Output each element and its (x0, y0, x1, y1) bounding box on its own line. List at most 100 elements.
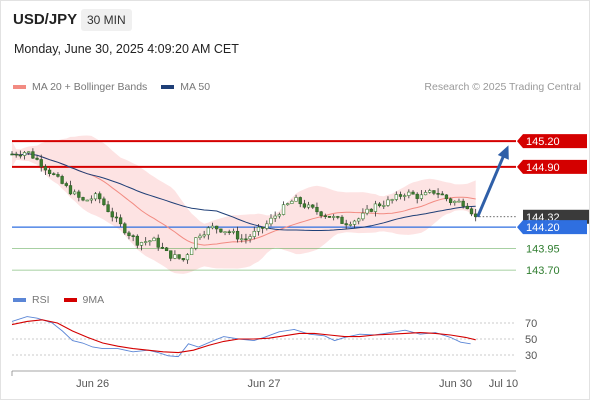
candle-body (340, 216, 344, 224)
candle-body (323, 215, 327, 218)
candle-body (144, 241, 148, 243)
candle-body (394, 194, 398, 200)
candle-body (131, 235, 135, 237)
candle-body (469, 208, 474, 215)
candle-body (22, 152, 27, 156)
candle-body (373, 203, 378, 212)
legend-9ma: 9MA (63, 294, 104, 306)
timeframe-badge[interactable]: 30 MIN (81, 9, 132, 31)
level-label-145-20-tag (517, 134, 587, 149)
candle-body (206, 227, 210, 236)
candle-body (386, 199, 390, 206)
legend-label-ma20: MA 20 + Bollinger Bands (32, 81, 148, 93)
x-tick-Jun-26: Jun 26 (76, 378, 109, 390)
candle-body (135, 235, 139, 246)
candle-body (256, 226, 261, 232)
candle-body (403, 195, 407, 197)
candle-body (260, 226, 265, 229)
candle-body (98, 193, 102, 200)
candle-body (18, 154, 23, 157)
candle-body (244, 238, 248, 241)
projection-arrow-shaft (476, 150, 507, 218)
legend-swatch-9ma (63, 298, 77, 302)
candle-body (319, 211, 323, 217)
candle-body (52, 173, 56, 175)
level-label-145-20: 145.20 (526, 136, 560, 148)
candle-body (357, 218, 361, 222)
candle-body (198, 235, 202, 238)
candle-body (436, 193, 440, 195)
candle-body (444, 194, 449, 200)
candle-body (240, 238, 244, 241)
candle-body (390, 199, 394, 201)
candle-body (68, 185, 73, 195)
candle-body (152, 237, 156, 242)
x-tick-Jun-30: Jun 30 (439, 378, 472, 390)
candle-body (14, 153, 18, 156)
candle-body (336, 216, 340, 218)
candle-body (411, 191, 415, 195)
legend-swatch-rsi (13, 298, 26, 302)
candle-body (277, 214, 281, 217)
candle-body (202, 234, 206, 237)
legend-label-rsi: RSI (32, 294, 50, 306)
candle-body (127, 232, 131, 236)
candle-body (315, 206, 319, 213)
candle-body (148, 240, 152, 243)
candle-body (281, 204, 286, 215)
candle-body (298, 197, 302, 205)
candle-body (210, 225, 215, 229)
candle-body (177, 254, 181, 259)
rsi-legend: RSI 9MA (13, 294, 118, 306)
rsi-tick-30: 30 (525, 350, 537, 362)
candle-body (248, 236, 252, 240)
candle-body (215, 225, 219, 230)
candle-body (219, 228, 223, 233)
candle-body (327, 215, 332, 218)
candles-group (10, 148, 478, 264)
level-label-143-95: 143.95 (526, 244, 560, 256)
candle-body (306, 204, 311, 208)
symbol-title: USD/JPY (13, 11, 78, 28)
candle-body (47, 169, 52, 174)
x-tick-Jun-27: Jun 27 (247, 378, 280, 390)
candle-body (432, 190, 436, 194)
candle-body (139, 242, 144, 246)
candle-body (286, 203, 290, 206)
candle-body (110, 211, 114, 218)
rsi-tick-70: 70 (525, 318, 537, 330)
candle-body (235, 230, 240, 240)
legend-swatch-ma50 (161, 85, 175, 89)
candle-body (457, 200, 461, 203)
legend-swatch-ma20 (13, 85, 26, 89)
candle-body (160, 246, 165, 249)
candle-body (39, 159, 43, 167)
candle-body (164, 247, 169, 252)
price-legend: MA 20 + Bollinger Bands MA 50 (13, 81, 224, 93)
candle-body (189, 247, 194, 255)
legend-ma50: MA 50 (161, 81, 210, 93)
rsi-tick-50: 50 (525, 334, 537, 346)
candle-body (290, 200, 294, 204)
candle-body (365, 208, 369, 214)
candle-body (35, 157, 39, 160)
candle-body (453, 201, 457, 203)
candle-body (344, 223, 348, 226)
candle-body (311, 204, 315, 208)
candle-body (85, 199, 89, 202)
candle-body (181, 258, 185, 261)
candle-body (231, 230, 236, 233)
candle-body (348, 224, 353, 226)
candle-body (428, 190, 432, 193)
level-label-144-20-tag (517, 220, 587, 235)
candle-body (89, 198, 94, 201)
candle-body (173, 254, 177, 259)
level-label-143-70: 143.70 (526, 265, 560, 277)
candle-body (169, 250, 173, 259)
candle-body (93, 193, 98, 200)
ma50-line (11, 153, 476, 231)
credit-label: Research © 2025 Trading Central (424, 81, 581, 93)
candle-body (252, 231, 256, 237)
candle-body (118, 217, 123, 225)
